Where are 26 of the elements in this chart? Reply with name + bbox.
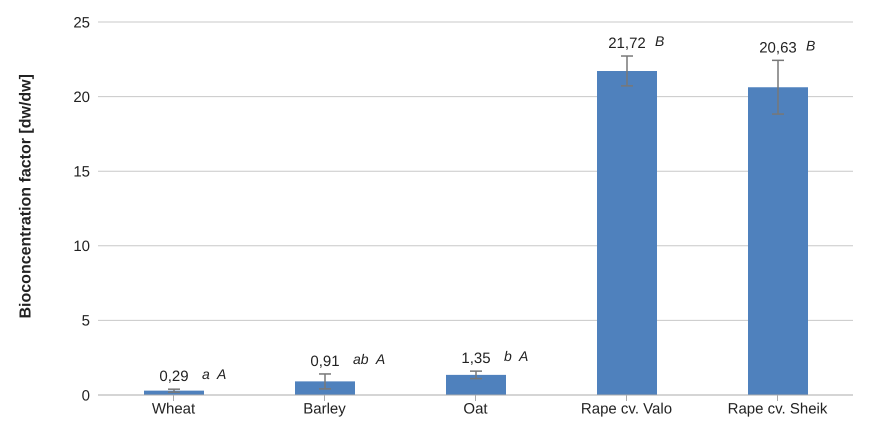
annotation: B <box>655 33 664 50</box>
bar <box>446 374 506 395</box>
y-tick-label: 25 <box>73 14 90 32</box>
y-tick-label: 15 <box>73 164 90 181</box>
y-axis-title: Bioconcentration factor [dw/dw] <box>18 74 35 318</box>
bar <box>597 70 657 395</box>
annotation: B <box>806 37 816 54</box>
x-tick-label: Rape cv. Sheik <box>728 400 828 418</box>
data-label: 0,91 <box>310 352 340 370</box>
bar <box>295 381 355 395</box>
x-tick-label: Barley <box>303 400 346 418</box>
data-label: 1,35 <box>461 350 491 368</box>
y-tick-label: 20 <box>73 88 90 106</box>
bar <box>748 87 808 395</box>
annotation: a A <box>202 366 226 382</box>
x-tick-label: Oat <box>463 400 488 418</box>
y-tick-label: 10 <box>73 238 90 256</box>
annotation: b A <box>504 348 528 364</box>
y-tick-label: 0 <box>82 387 90 404</box>
data-label: 21,72 <box>608 35 646 52</box>
data-label: 0,29 <box>159 368 189 386</box>
data-label: 20,63 <box>759 39 797 56</box>
x-tick-label: Rape cv. Valo <box>580 400 672 418</box>
x-tick-label: Wheat <box>152 400 196 418</box>
y-tick-label: 5 <box>82 312 90 330</box>
annotation: ab A <box>353 350 386 367</box>
